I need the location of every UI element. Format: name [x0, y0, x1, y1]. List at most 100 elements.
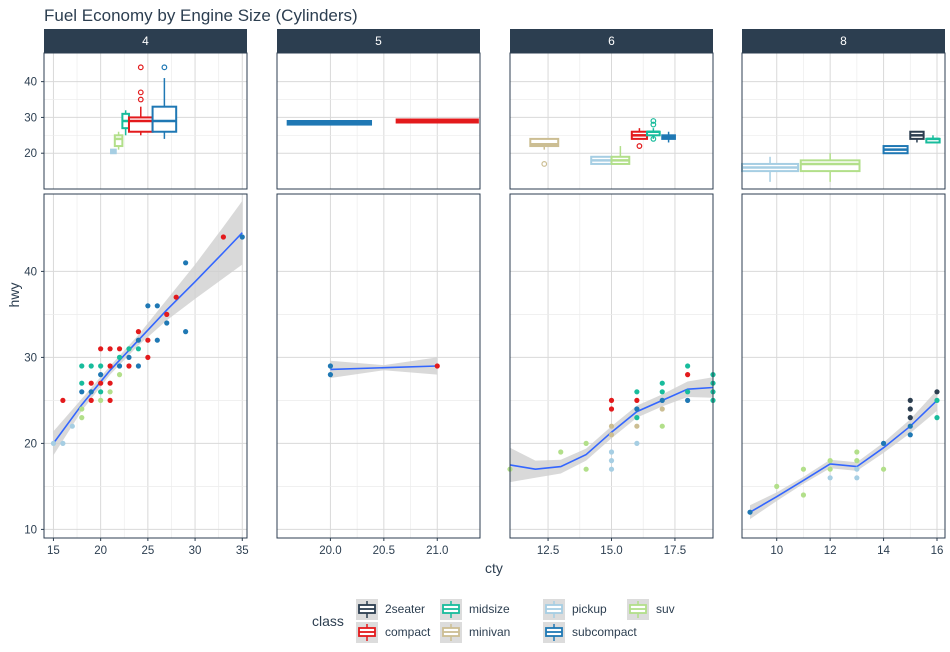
boxplot-suv: [610, 146, 631, 165]
data-point-2seater: [907, 397, 913, 403]
facet-strip-label: 6: [608, 34, 615, 48]
data-point-subcompact: [659, 397, 665, 403]
legend-entry-midsize: midsize: [440, 599, 510, 620]
smooth-confidence-band: [53, 200, 243, 456]
data-point-subcompact: [126, 354, 132, 360]
facet-6: 6 12.5 15.0 17.5: [507, 29, 716, 557]
data-point-compact: [116, 346, 123, 352]
data-point-pickup: [608, 449, 615, 455]
data-point-minivan: [608, 432, 615, 438]
data-point-compact: [164, 311, 170, 317]
facet-strip: [742, 29, 945, 53]
boxplot-minivan: [529, 137, 560, 167]
data-point-subcompact: [88, 389, 94, 395]
data-point-pickup: [69, 423, 75, 429]
data-point-subcompact: [154, 337, 160, 343]
x-tick-label: 20.0: [319, 545, 341, 557]
data-point-subcompact: [239, 234, 245, 240]
data-point-compact: [98, 380, 104, 386]
facet-strip-label: 5: [375, 34, 382, 48]
data-point-subcompact: [327, 372, 334, 378]
data-point-subcompact: [116, 363, 123, 369]
legend-label: 2seater: [385, 602, 425, 616]
data-point-subcompact: [183, 329, 189, 335]
data-point-suv: [827, 458, 833, 464]
boxplot-outlier: [137, 96, 144, 103]
boxplot-subcompact: [151, 64, 178, 139]
data-point-midsize: [116, 354, 123, 360]
boxplot-suv: [113, 131, 124, 150]
top-y-tick-label: 30: [24, 112, 37, 124]
data-point-midsize: [685, 363, 691, 369]
data-point-pickup: [50, 440, 57, 446]
data-point-minivan: [634, 423, 640, 429]
data-point-suv: [98, 397, 104, 403]
boxplot-pickup: [110, 148, 117, 155]
smooth-line: [330, 365, 438, 371]
legend-label: minivan: [469, 625, 510, 639]
data-point-midsize: [98, 389, 104, 395]
data-point-midsize: [659, 380, 665, 386]
data-point-suv: [79, 415, 85, 421]
data-point-midsize: [634, 389, 640, 395]
data-point-subcompact: [135, 337, 142, 343]
smooth-line: [52, 232, 243, 444]
data-point-compact: [107, 363, 113, 369]
y-tick-label: 40: [24, 266, 37, 278]
data-point-subcompact: [145, 303, 151, 309]
data-point-subcompact: [98, 372, 104, 378]
facet-strip-label: 4: [142, 34, 149, 48]
x-tick-label: 12.5: [537, 545, 559, 557]
data-point-subcompact: [327, 363, 334, 369]
data-point-suv: [854, 458, 860, 464]
boxplot-outlier: [650, 135, 657, 142]
boxplot-outlier: [541, 161, 548, 167]
data-point-midsize: [634, 415, 640, 421]
data-point-compact: [220, 234, 226, 240]
data-point-subcompact: [685, 397, 691, 403]
data-point-midsize: [79, 380, 85, 386]
data-point-midsize: [659, 389, 665, 395]
data-point-compact: [145, 337, 151, 343]
boxplot-outlier: [636, 143, 643, 149]
legend-label: midsize: [469, 602, 510, 616]
y-axis-label: hwy: [6, 283, 22, 308]
data-point-suv: [827, 466, 833, 472]
top-panel-border: [741, 52, 946, 190]
data-point-subcompact: [154, 303, 160, 309]
facet-5: 5 20.0 20.5 21.0: [276, 29, 481, 557]
x-tick-label: 17.5: [664, 545, 686, 557]
data-point-midsize: [126, 346, 132, 352]
data-point-compact: [135, 329, 142, 335]
data-point-suv: [659, 423, 665, 429]
data-point-midsize: [135, 346, 142, 352]
data-point-minivan: [659, 406, 665, 412]
data-point-compact: [608, 397, 615, 403]
data-point-subcompact: [907, 423, 913, 429]
x-tick-label: 10: [770, 545, 783, 557]
facet-strip-label: 8: [840, 34, 847, 48]
x-tick-label: 16: [931, 545, 944, 557]
facet-4: 4 15 20 25 30 35 20 30 40 10 20 30 40: [24, 29, 249, 557]
data-point-compact: [126, 363, 132, 369]
boxplot-pickup: [741, 156, 800, 182]
data-point-compact: [60, 397, 66, 403]
boxplot-outlier: [650, 118, 657, 124]
data-point-suv: [774, 483, 780, 489]
data-point-compact: [98, 346, 104, 352]
x-tick-label: 20: [94, 545, 107, 557]
data-point-2seater: [907, 415, 913, 421]
legend: class 2seater compact midsize minivan pickup…: [312, 599, 675, 643]
boxplot-midsize: [646, 118, 661, 142]
boxplot-midsize: [121, 110, 130, 136]
data-point-subcompact: [634, 406, 640, 412]
data-point-pickup: [854, 466, 860, 472]
boxplot-compact: [630, 128, 649, 149]
boxplot-outlier: [161, 64, 168, 71]
data-point-midsize: [88, 363, 94, 369]
data-point-suv: [854, 449, 860, 455]
x-tick-label: 15.0: [600, 545, 622, 557]
top-y-tick-label: 20: [24, 148, 37, 160]
data-point-compact: [608, 406, 615, 412]
facet-strip: [44, 29, 247, 53]
